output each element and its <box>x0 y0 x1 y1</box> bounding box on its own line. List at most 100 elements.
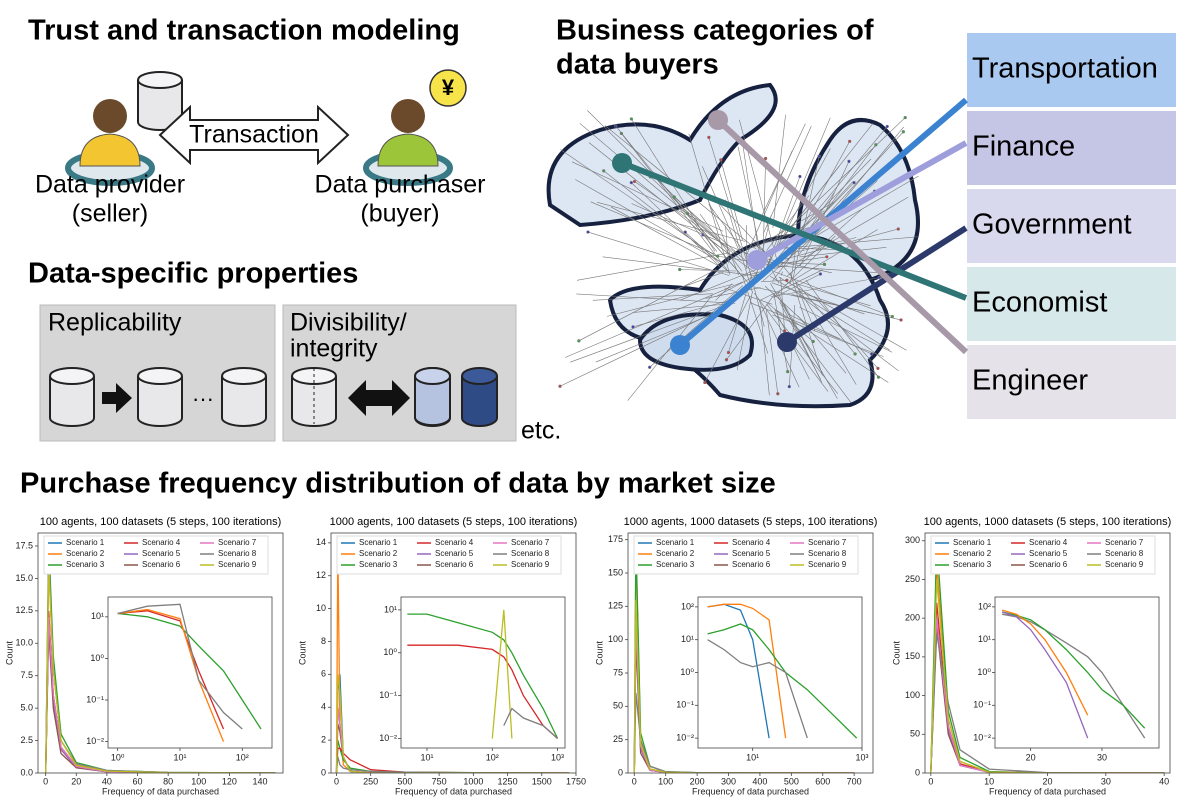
node <box>633 180 636 183</box>
inset-bg <box>698 597 862 748</box>
node <box>678 268 681 271</box>
y-tick-label: 250 <box>905 574 920 584</box>
data-icon <box>222 368 266 426</box>
node <box>878 276 881 279</box>
legend-label: Scenario 7 <box>511 538 550 547</box>
category-anchor <box>708 110 728 130</box>
y-tick-label: 10⁻² <box>973 732 991 742</box>
x-tick-label: 500 <box>397 776 412 786</box>
y-tick-label: 50 <box>910 729 920 739</box>
category-anchor <box>612 153 632 173</box>
y-tick-label: 0.0 <box>20 767 33 777</box>
node <box>632 326 635 329</box>
category-label: Engineer <box>972 365 1088 397</box>
currency: ¥ <box>442 75 455 100</box>
node <box>875 143 878 146</box>
x-tick-label: 20 <box>1042 776 1052 786</box>
node <box>897 228 900 231</box>
x-tick-label: 120 <box>222 776 237 786</box>
y-tick-label: 10⁻² <box>676 732 694 742</box>
node <box>877 376 880 379</box>
legend-label: Scenario 1 <box>656 538 695 547</box>
x-tick-label: 0 <box>928 776 933 786</box>
category-anchor <box>670 335 690 355</box>
x-tick-label: 10¹ <box>746 752 759 762</box>
node <box>559 385 562 388</box>
category-anchor <box>777 332 797 352</box>
x-tick-label: 600 <box>815 776 830 786</box>
y-tick-label: 10⁰ <box>90 653 104 663</box>
x-tick-label: 100 <box>191 776 206 786</box>
node <box>886 125 889 128</box>
node <box>578 340 581 343</box>
legend-label: Scenario 7 <box>1105 538 1144 547</box>
section-title: Data-specific properties <box>28 258 358 290</box>
legend-label: Scenario 8 <box>218 549 257 558</box>
legend-label: Scenario 2 <box>953 549 992 558</box>
x-tick-label: 1000 <box>463 776 483 786</box>
legend-label: Scenario 5 <box>732 549 771 558</box>
node <box>630 118 633 121</box>
data-part <box>462 368 497 384</box>
provider-label: Data provider <box>35 171 185 199</box>
x-tick-label: 80 <box>163 776 173 786</box>
legend-label: Scenario 8 <box>1105 549 1144 558</box>
node <box>812 340 815 343</box>
node <box>777 392 780 395</box>
chart-title: 100 agents, 1000 datasets (5 steps, 100 … <box>924 516 1172 528</box>
purchaser-label: Data purchaser <box>315 171 486 199</box>
legend-label: Scenario 5 <box>1029 549 1068 558</box>
y-axis-label: Count <box>594 641 604 666</box>
property-label: Replicability <box>48 309 182 337</box>
node <box>900 319 903 322</box>
y-tick-label: 7.5 <box>20 670 33 680</box>
x-tick-label: 10² <box>236 752 249 762</box>
inset-bg <box>108 597 272 748</box>
node <box>818 155 821 158</box>
y-tick-label: 10⁻¹ <box>676 700 694 710</box>
legend-label: Scenario 6 <box>435 560 474 569</box>
y-tick-label: 2.5 <box>20 735 33 745</box>
chart-title: 100 agents, 100 datasets (5 steps, 100 i… <box>40 516 282 528</box>
y-tick-label: 10⁻² <box>86 736 104 746</box>
cluster-outline <box>549 85 776 225</box>
x-tick-label: 30 <box>1101 776 1111 786</box>
node <box>853 181 856 184</box>
property-label: integrity <box>290 335 378 363</box>
legend-label: Scenario 7 <box>218 538 257 547</box>
x-tick-label: 10¹ <box>420 752 433 762</box>
node <box>902 130 905 133</box>
legend-label: Scenario 4 <box>142 538 181 547</box>
y-tick-label: 150 <box>905 651 920 661</box>
node <box>764 157 767 160</box>
section-title: Trust and transaction modeling <box>28 15 460 47</box>
legend-label: Scenario 4 <box>435 538 474 547</box>
x-tick-label: 0 <box>43 776 48 786</box>
x-tick-label: 10³ <box>855 752 868 762</box>
y-tick-label: 10² <box>978 601 991 611</box>
chart-title: 1000 agents, 1000 datasets (5 steps, 100… <box>624 516 878 528</box>
x-tick-label: 10² <box>486 752 499 762</box>
x-tick-label: 10⁰ <box>111 752 125 762</box>
y-tick-label: 100 <box>905 690 920 700</box>
x-axis-label: Frequency of data purchased <box>692 786 809 796</box>
x-tick-label: 1250 <box>498 776 518 786</box>
y-tick-label: 125 <box>608 601 623 611</box>
y-tick-label: 10⁰ <box>977 667 991 677</box>
node <box>602 170 605 173</box>
legend-label: Scenario 9 <box>218 560 257 569</box>
x-tick-label: 20 <box>71 776 81 786</box>
legend-label: Scenario 4 <box>1029 538 1068 547</box>
x-tick-label: 60 <box>133 776 143 786</box>
category-label: Transportation <box>972 53 1158 85</box>
x-tick-label: 700 <box>847 776 862 786</box>
x-tick-label: 1750 <box>566 776 586 786</box>
x-tick-label: 40 <box>102 776 112 786</box>
legend-label: Scenario 3 <box>359 560 398 569</box>
ellipsis: ··· <box>192 386 214 411</box>
series-line <box>337 757 570 773</box>
property-label: Divisibility/ <box>290 309 407 337</box>
y-tick-label: 10¹ <box>384 604 397 614</box>
y-tick-label: 10¹ <box>91 611 104 621</box>
